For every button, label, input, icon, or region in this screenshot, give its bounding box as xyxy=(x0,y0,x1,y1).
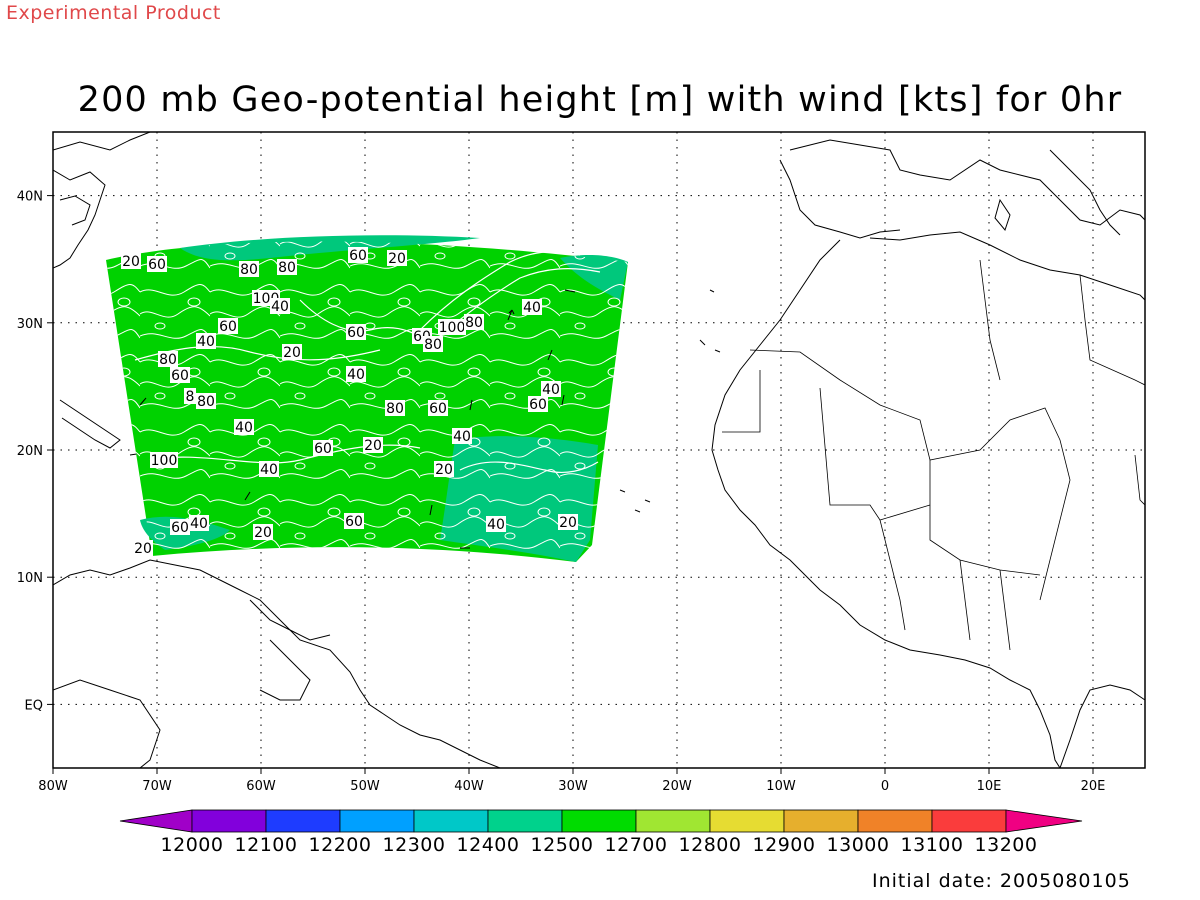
colorbar-label: 12700 xyxy=(605,834,668,856)
longitude-axis: 80W 70W 60W 50W 40W 30W 20W 10W 0 10E 20E xyxy=(38,768,1105,794)
colorbar-segment xyxy=(487,809,563,833)
wind-speed-label: 80 xyxy=(159,352,177,368)
wind-speed-label: 80 xyxy=(424,337,442,353)
wind-speed-label: 20 xyxy=(122,254,140,270)
lon-tick-label: 20E xyxy=(1081,779,1106,794)
wind-speed-label: 80 xyxy=(278,260,296,276)
lat-tick-label: EQ xyxy=(25,698,43,713)
colorbar-segment xyxy=(339,809,415,833)
colorbar-segment xyxy=(931,809,1007,833)
wind-speed-label: 40 xyxy=(453,429,471,445)
wind-speed-label: 20 xyxy=(559,515,577,531)
colorbar xyxy=(119,809,1083,833)
wind-arrows xyxy=(139,289,576,549)
lon-tick-label: 0 xyxy=(881,779,889,794)
wind-speed-label: 20 xyxy=(283,345,301,361)
colorbar-label: 12500 xyxy=(531,834,594,856)
wind-speed-label: 80 xyxy=(197,394,215,410)
colorbar-segment xyxy=(561,809,637,833)
wind-speed-label: 80 xyxy=(240,262,258,278)
wind-speed-label: 100 xyxy=(151,453,178,469)
lon-tick-label: 70W xyxy=(142,779,172,794)
wind-speed-label: 8 xyxy=(186,389,195,405)
wind-speed-label: 60 xyxy=(171,368,189,384)
lat-tick-label: 10N xyxy=(17,571,43,586)
colorbar-label: 12200 xyxy=(309,834,372,856)
colorbar-segment xyxy=(783,809,859,833)
colorbar-segment xyxy=(191,809,267,833)
colorbar-label: 13200 xyxy=(975,834,1038,856)
colorbar-left-arrow xyxy=(119,809,193,833)
wind-speed-label: 60 xyxy=(429,401,447,417)
lat-tick-label: 20N xyxy=(17,444,43,459)
wind-speed-label: 60 xyxy=(148,257,166,273)
lat-tick-label: 40N xyxy=(17,190,43,205)
wind-speed-label: 60 xyxy=(345,514,363,530)
country-borders xyxy=(722,259,1145,651)
colorbar-label: 13100 xyxy=(901,834,964,856)
experimental-product-label: Experimental Product xyxy=(6,2,221,24)
colorbar-segment xyxy=(413,809,489,833)
colorbar-right-arrow xyxy=(1005,809,1083,833)
lon-tick-label: 60W xyxy=(246,779,276,794)
wind-speed-label: 40 xyxy=(347,367,365,383)
lon-tick-label: 10E xyxy=(977,779,1002,794)
colorbar-label: 12800 xyxy=(679,834,742,856)
colorbar-segment xyxy=(857,809,933,833)
wind-speed-label: 60 xyxy=(529,397,547,413)
wind-speed-label: 20 xyxy=(364,438,382,454)
colorbar-label: 12900 xyxy=(753,834,816,856)
wind-speed-label: 40 xyxy=(487,517,505,533)
lon-tick-label: 30W xyxy=(558,779,588,794)
wind-speed-label: 40 xyxy=(271,299,289,315)
wind-speed-label: 80 xyxy=(386,401,404,417)
colorbar-label: 12400 xyxy=(457,834,520,856)
colorbar-segment xyxy=(265,809,341,833)
colorbar-segment xyxy=(635,809,711,833)
lon-tick-label: 50W xyxy=(350,779,380,794)
wind-speed-label: 20 xyxy=(254,525,272,541)
colorbar-segment xyxy=(709,809,785,833)
wind-speed-label: 60 xyxy=(347,325,365,341)
wind-speed-label: 20 xyxy=(435,462,453,478)
wind-speed-label: 40 xyxy=(235,420,253,436)
lat-tick-label: 30N xyxy=(17,317,43,332)
lon-tick-label: 80W xyxy=(38,779,68,794)
wind-speed-label: 20 xyxy=(134,541,152,557)
wind-speed-label: 100 xyxy=(439,320,466,336)
wind-speed-label: 40 xyxy=(190,516,208,532)
wind-speed-label: 60 xyxy=(171,520,189,536)
lon-tick-label: 10W xyxy=(766,779,796,794)
wind-speed-label: 80 xyxy=(465,315,483,331)
chart-title: 200 mb Geo-potential height [m] with win… xyxy=(77,80,1123,120)
latitude-axis: 40N 30N 20N 10N EQ xyxy=(17,190,53,713)
initial-date: Initial date: 2005080105 xyxy=(872,870,1131,892)
colorbar-label: 12000 xyxy=(161,834,224,856)
wind-speed-label: 60 xyxy=(349,248,367,264)
wind-speed-label: 40 xyxy=(523,300,541,316)
lon-tick-label: 40W xyxy=(454,779,484,794)
wind-speed-label: 60 xyxy=(219,319,237,335)
colorbar-label: 12300 xyxy=(383,834,446,856)
wind-speed-label: 20 xyxy=(388,251,406,267)
colorbar-label: 13000 xyxy=(827,834,890,856)
colorbar-label: 12100 xyxy=(235,834,298,856)
lon-tick-label: 20W xyxy=(662,779,692,794)
wind-speed-label: 40 xyxy=(542,382,560,398)
wind-speed-label: 40 xyxy=(197,334,215,350)
colorbar-labels: 12000 12100 12200 12300 12400 12500 12700 12800… xyxy=(161,834,1038,856)
wind-speed-label: 40 xyxy=(260,462,278,478)
wind-speed-label: 60 xyxy=(314,441,332,457)
